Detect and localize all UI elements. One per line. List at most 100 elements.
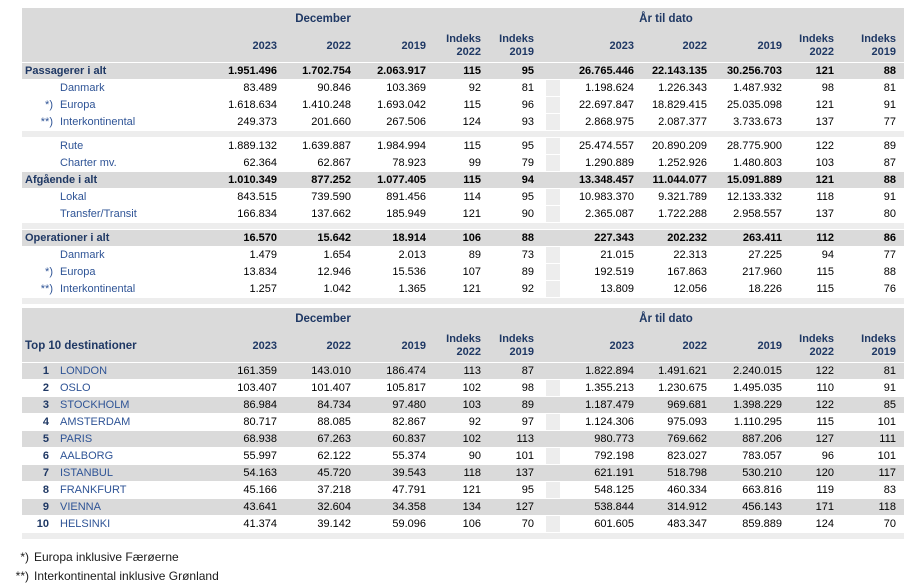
cell-ytd-2023: 22.697.847 — [578, 99, 634, 111]
row-label: Danmark — [60, 82, 105, 94]
cell-dec-2022: 137.662 — [311, 208, 351, 220]
december-period-header: December — [295, 312, 351, 325]
row-label: Rute — [60, 140, 84, 152]
cell-ytd-2023: 621.191 — [594, 467, 634, 479]
cell-ytd-2019: 2.240.015 — [733, 365, 782, 377]
cell-ytd-2022: 9.321.789 — [658, 191, 707, 203]
cell-ytd-2023: 13.348.457 — [578, 174, 634, 186]
dec-index-header-2019: Indeks 2019 — [489, 29, 542, 62]
ytd-year-header-2019: 2019 — [757, 39, 782, 52]
cell-dec-2019: 34.358 — [392, 501, 426, 513]
cell-dec-2023: 41.374 — [243, 518, 277, 530]
cell-dec-2019: 55.374 — [392, 450, 426, 462]
cell-dec-indeks-2022: 102 — [462, 382, 481, 394]
cell-ytd-indeks-2022: 94 — [821, 249, 834, 261]
cell-ytd-2019: 27.225 — [748, 249, 782, 261]
top10-table-body: 1 LONDON 161.359 143.010 186.474 113 87 1.822.8… — [22, 363, 904, 539]
cell-dec-indeks-2022: 124 — [462, 116, 481, 128]
cell-ytd-indeks-2022: 171 — [815, 501, 834, 513]
top10-row-10: 10 HELSINKI 41.374 39.142 59.096 106 70 601.605… — [22, 516, 904, 532]
cell-ytd-2023: 13.809 — [600, 283, 634, 295]
cell-ytd-2022: 1.252.926 — [658, 157, 707, 169]
cell-ytd-2023: 1.124.306 — [585, 416, 634, 428]
column-gap — [542, 329, 564, 362]
index-label: Indeks — [446, 333, 481, 345]
cell-ytd-2023: 1.187.479 — [585, 399, 634, 411]
cell-ytd-indeks-2022: 120 — [815, 467, 834, 479]
cell-dec-2023: 86.984 — [243, 399, 277, 411]
cell-ytd-indeks-2022: 122 — [815, 399, 834, 411]
rank-number: 8 — [42, 484, 49, 496]
destination-name: AMSTERDAM — [60, 416, 131, 428]
cell-ytd-2019: 28.775.900 — [726, 140, 782, 152]
cell-dec-indeks-2022: 121 — [462, 283, 481, 295]
traffic-row-13: **) Interkontinental 1.257 1.042 1.365 121 92 1… — [22, 281, 904, 297]
top10-row-4: 4 AMSTERDAM 80.717 88.085 82.867 92 97 1.124.30… — [22, 414, 904, 430]
cell-dec-2022: 62.867 — [317, 157, 351, 169]
cell-ytd-2022: 1.491.621 — [658, 365, 707, 377]
cell-ytd-2019: 263.411 — [742, 232, 782, 244]
cell-dec-indeks-2019: 95 — [521, 191, 534, 203]
cell-ytd-2019: 456.143 — [742, 501, 782, 513]
cell-dec-2019: 15.536 — [392, 266, 426, 278]
year-header-row: 2023 2022 2019 Indeks 2022 Indeks 2019 202… — [22, 29, 904, 62]
destination-name: ISTANBUL — [60, 467, 113, 479]
rank-number: 7 — [42, 467, 49, 479]
cell-dec-indeks-2022: 92 — [468, 416, 481, 428]
cell-ytd-indeks-2022: 115 — [816, 266, 834, 278]
dec-year-header-2022: 2022 — [326, 39, 351, 52]
cell-ytd-2019: 30.256.703 — [726, 65, 782, 77]
cell-dec-2019: 185.949 — [386, 208, 426, 220]
cell-ytd-2022: 12.056 — [673, 283, 707, 295]
traffic-row-9: Transfer/Transit 166.834 137.662 185.949 121… — [22, 206, 904, 222]
cell-dec-indeks-2019: 95 — [521, 65, 534, 77]
cell-dec-2022: 1.410.248 — [302, 99, 351, 111]
cell-dec-indeks-2022: 121 — [462, 484, 481, 496]
cell-ytd-2022: 167.863 — [667, 266, 707, 278]
cell-dec-2023: 45.166 — [243, 484, 277, 496]
cell-ytd-indeks-2022: 124 — [815, 518, 834, 530]
cell-ytd-indeks-2022: 127 — [815, 433, 834, 445]
cell-ytd-indeks-2022: 118 — [816, 191, 834, 203]
cell-dec-2019: 267.506 — [386, 116, 426, 128]
cell-dec-2022: 39.142 — [317, 518, 351, 530]
cell-dec-indeks-2019: 88 — [521, 232, 534, 244]
cell-dec-indeks-2022: 89 — [468, 249, 481, 261]
cell-dec-indeks-2019: 73 — [521, 249, 534, 261]
cell-dec-2022: 877.252 — [311, 174, 351, 186]
cell-ytd-indeks-2022: 122 — [815, 140, 834, 152]
cell-dec-indeks-2022: 102 — [462, 433, 481, 445]
cell-ytd-2023: 1.198.624 — [585, 82, 634, 94]
index-year: 2022 — [456, 345, 481, 358]
cell-dec-indeks-2022: 114 — [463, 191, 481, 203]
cell-dec-2019: 891.456 — [386, 191, 426, 203]
cell-dec-2019: 60.837 — [392, 433, 426, 445]
cell-ytd-2023: 25.474.557 — [578, 140, 634, 152]
cell-ytd-2019: 1.487.932 — [733, 82, 782, 94]
cell-ytd-2022: 823.027 — [667, 450, 707, 462]
cell-dec-indeks-2022: 115 — [463, 99, 481, 111]
ytd-year-header-2022: 2022 — [682, 339, 707, 352]
cell-dec-2022: 88.085 — [317, 416, 351, 428]
cell-ytd-2023: 192.519 — [594, 266, 634, 278]
cell-ytd-indeks-2019: 88 — [883, 266, 896, 278]
footnote-interkontinental: **) Interkontinental inklusive Grønland — [6, 567, 219, 586]
cell-ytd-2022: 483.347 — [667, 518, 707, 530]
cell-dec-2019: 2.063.917 — [377, 65, 426, 77]
cell-dec-2023: 16.570 — [243, 232, 277, 244]
cell-dec-2022: 143.010 — [311, 365, 351, 377]
cell-ytd-indeks-2019: 83 — [883, 484, 896, 496]
cell-ytd-2019: 2.958.557 — [733, 208, 782, 220]
cell-ytd-2023: 10.983.370 — [578, 191, 634, 203]
cell-dec-indeks-2022: 118 — [463, 467, 481, 479]
column-gap — [542, 97, 564, 113]
cell-ytd-2022: 769.662 — [667, 433, 707, 445]
cell-ytd-2019: 663.816 — [742, 484, 782, 496]
row-marker: **) — [40, 283, 53, 295]
cell-ytd-2019: 3.733.673 — [733, 116, 782, 128]
ytd-index-header-2022: Indeks 2022 — [790, 29, 842, 62]
top10-row-5: 5 PARIS 68.938 67.263 60.837 102 113 980.773 769… — [22, 431, 904, 447]
top10-table-header: December År til dato Top 10 destinatione… — [22, 308, 904, 362]
cell-dec-indeks-2022: 106 — [462, 232, 481, 244]
row-label: Afgående i alt — [25, 174, 98, 186]
